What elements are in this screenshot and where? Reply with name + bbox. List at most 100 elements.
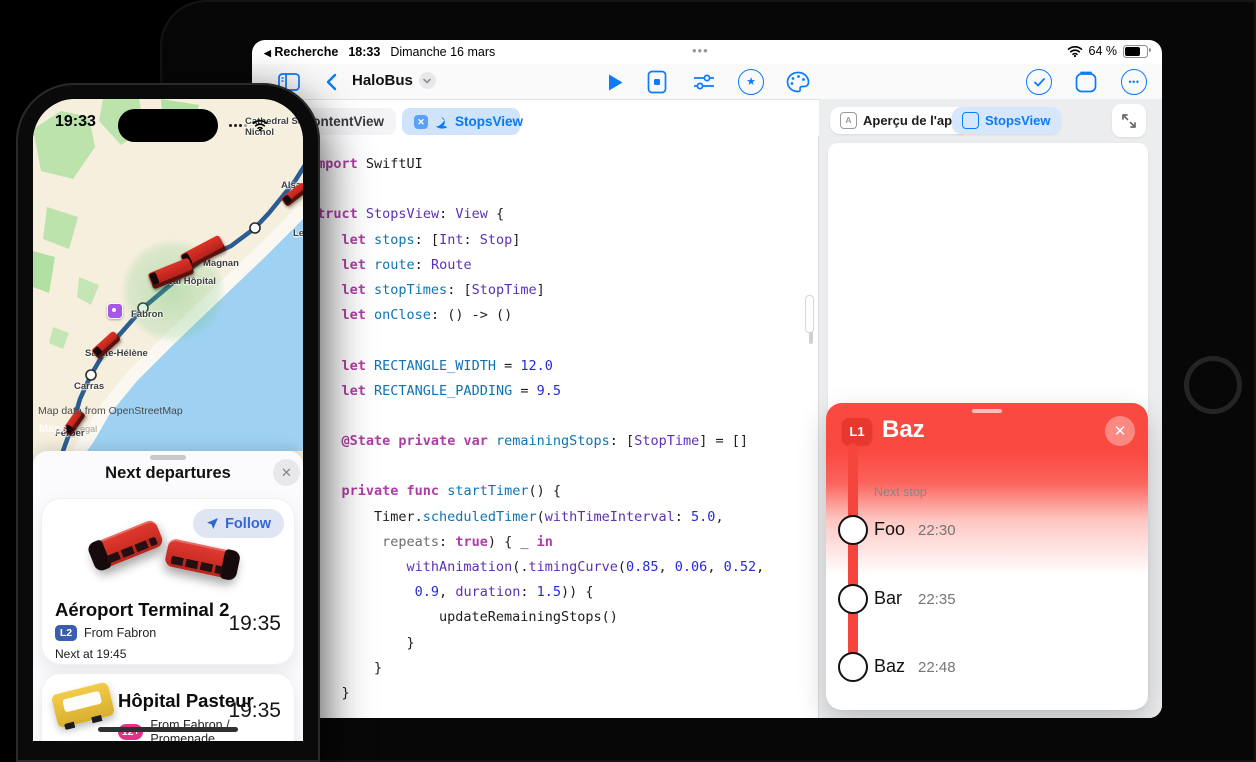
- ipad-status-bar: ◀ Recherche 18:33 Dimanche 16 mars ••• 6…: [252, 40, 1162, 64]
- sheet-title: Baz: [882, 416, 925, 443]
- stop-row[interactable]: Baz 22:48: [826, 651, 1126, 683]
- iphone-status-time: 19:33: [55, 113, 96, 130]
- map-brand: Maps Legal: [39, 423, 98, 435]
- iphone-status-right: [229, 119, 268, 131]
- next-departure: Next at 19:45: [55, 647, 127, 661]
- app-frame-icon: [962, 112, 979, 129]
- code-line: withAnimation(.timingCurve(0.85, 0.06, 0…: [406, 559, 765, 575]
- iphone-device: Cathedral Saint Nichol Alsace Magnan Lenval…: [16, 83, 320, 762]
- route-badge: L2: [55, 625, 77, 641]
- code-line: updateRemainingStops(): [439, 609, 618, 626]
- stop-circle-icon: [838, 515, 868, 545]
- code-line: private func startTimer() {: [341, 483, 562, 500]
- code-line: let stops: [Int: Stop]: [341, 231, 521, 248]
- code-line: [309, 454, 764, 479]
- code-line: @State private var remainingStops: [Stop…: [341, 433, 749, 450]
- dynamic-island: [118, 109, 218, 142]
- tab-stopsview[interactable]: ✕ StopsView: [402, 108, 523, 135]
- code-line: }: [374, 659, 383, 676]
- cellular-icon: [229, 123, 247, 127]
- close-tab-icon[interactable]: ✕: [414, 114, 428, 129]
- map-label: Carras: [74, 381, 105, 392]
- bus-illustration: [82, 505, 252, 597]
- code-line: let RECTANGLE_WIDTH = 12.0: [341, 357, 553, 374]
- ipad-screen: ◀ Recherche 18:33 Dimanche 16 mars ••• 6…: [252, 40, 1162, 718]
- code-line: Timer.scheduledTimer(withTimeInterval: 5…: [374, 508, 724, 525]
- view-preview-pill[interactable]: StopsView: [952, 107, 1061, 134]
- code-line: repeats: true) { _ in: [382, 533, 553, 550]
- app-preview-pill[interactable]: A Aperçu de l'app: [830, 107, 970, 134]
- code-line: [309, 404, 764, 429]
- sheet-grabber[interactable]: [972, 409, 1002, 413]
- back-to-app-indicator[interactable]: ◀ Recherche: [264, 45, 339, 59]
- map-attribution: Map data from OpenStreetMap: [38, 405, 183, 417]
- sheet-grabber[interactable]: [150, 455, 186, 460]
- stop-name: Foo: [874, 519, 906, 539]
- code-line: [309, 177, 764, 202]
- next-stop-label: Next stop: [874, 485, 927, 499]
- map-label: Lenval Hôpital: [151, 276, 216, 287]
- map-label: Magnan: [203, 258, 239, 269]
- battery-icon: [1123, 44, 1151, 58]
- destination-title: Hôpital Pasteur: [118, 690, 254, 711]
- code-line: struct StopsView: View {: [309, 206, 505, 223]
- pointer-dots: •••: [692, 43, 709, 58]
- stop-time: 22:30: [918, 522, 956, 539]
- stop-row[interactable]: Bar 22:35: [826, 583, 1126, 615]
- stop-name: Baz: [874, 656, 906, 676]
- stop-name: Bar: [874, 587, 903, 608]
- code-line: let stopTimes: [StopTime]: [341, 281, 545, 298]
- departures-sheet: Next departures ✕ Follow Aéroport Termin…: [33, 451, 303, 741]
- destination-title: Aéroport Terminal 2: [55, 599, 230, 620]
- battery-label: 64 %: [1088, 44, 1118, 58]
- stop-time: 22:48: [918, 659, 956, 676]
- departures-title: Next departures: [105, 464, 231, 482]
- code-line: }: [406, 634, 415, 651]
- departure-meta: L2 From Fabron: [55, 625, 156, 641]
- poi-marker-icon[interactable]: [107, 303, 123, 319]
- code-editor[interactable]: import SwiftUI struct StopsView: View { le…: [252, 136, 818, 718]
- expand-preview-button[interactable]: [1112, 104, 1146, 137]
- code-line: [309, 328, 764, 353]
- code-line: import SwiftUI: [309, 156, 423, 172]
- app-capsule-button[interactable]: [1073, 69, 1099, 95]
- map-label: Fabron: [131, 309, 164, 320]
- stop-time: 22:35: [918, 590, 956, 608]
- close-sheet-button[interactable]: ✕: [273, 459, 300, 486]
- project-title[interactable]: HaloBus: [352, 72, 436, 89]
- map-label: Le: [293, 228, 303, 239]
- wifi-icon: [252, 119, 268, 131]
- map-label: Alsace: [281, 180, 303, 191]
- home-indicator[interactable]: [98, 727, 238, 732]
- bus-illustration: [50, 681, 116, 729]
- check-circle-button[interactable]: [1026, 69, 1052, 95]
- map-view[interactable]: Cathedral Saint Nichol Alsace Magnan Lenval…: [33, 99, 303, 451]
- code-line: let route: Route: [341, 256, 472, 273]
- star-circle-button[interactable]: ★: [738, 69, 764, 95]
- map-legal-link[interactable]: Legal: [75, 424, 98, 434]
- stop-circle-icon: [838, 652, 868, 682]
- follow-button[interactable]: Follow: [193, 509, 284, 538]
- navigation-arrow-icon: [206, 517, 219, 530]
- ipad-toolbar: HaloBus ★: [252, 64, 1162, 100]
- code-line: let RECTANGLE_PADDING = 9.5: [341, 382, 561, 399]
- map-label: Cathedral Saint Nichol: [245, 116, 303, 138]
- chevron-down-icon[interactable]: [418, 72, 436, 89]
- wifi-icon: [1067, 45, 1083, 57]
- panel-resize-handle[interactable]: [805, 295, 814, 333]
- run-button[interactable]: [602, 69, 628, 95]
- line-badge: L1: [842, 418, 872, 445]
- back-button[interactable]: [318, 69, 344, 95]
- status-date: Dimanche 16 mars: [390, 45, 496, 59]
- swift-icon: [434, 115, 449, 129]
- departure-card[interactable]: Follow Aéroport Terminal 2 L2 From Fabro…: [41, 498, 295, 665]
- route-line: [848, 443, 858, 669]
- palette-button[interactable]: [785, 69, 811, 95]
- preview-panel: A Aperçu de l'app StopsView L1 Baz ✕ Nex…: [819, 99, 1162, 718]
- more-circle-button[interactable]: •••: [1121, 69, 1147, 95]
- preview-device-icon[interactable]: [644, 69, 670, 95]
- sliders-button[interactable]: [691, 69, 717, 95]
- stop-row[interactable]: Foo 22:30: [826, 514, 1126, 546]
- close-sheet-button[interactable]: ✕: [1105, 416, 1135, 446]
